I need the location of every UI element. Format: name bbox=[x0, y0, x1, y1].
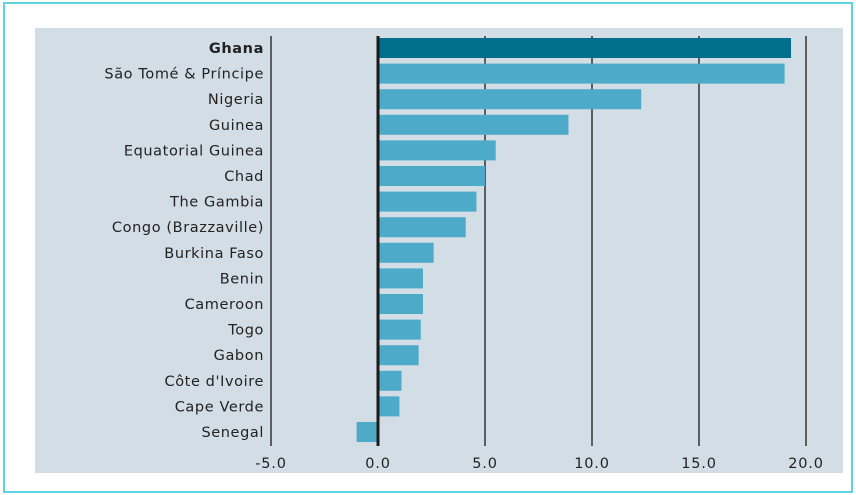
category-label: The Gambia bbox=[169, 195, 264, 211]
bar bbox=[378, 319, 421, 340]
category-label: Chad bbox=[224, 169, 264, 185]
category-label: Ghana bbox=[209, 41, 264, 57]
bar bbox=[378, 89, 642, 110]
x-tick-label: 15.0 bbox=[681, 456, 717, 472]
category-label: Nigeria bbox=[208, 92, 264, 108]
bar bbox=[378, 114, 569, 135]
bar bbox=[378, 166, 485, 186]
bars bbox=[356, 38, 792, 442]
bar bbox=[378, 345, 419, 366]
category-label: Cape Verde bbox=[175, 399, 264, 415]
x-tick-labels: -5.0 0.0 5.0 10.0 15.0 20.0 bbox=[255, 456, 824, 472]
category-label: Togo bbox=[227, 323, 264, 339]
bar bbox=[378, 63, 785, 84]
bar bbox=[378, 242, 434, 263]
bar bbox=[378, 268, 423, 289]
category-labels: Ghana São Tomé & Príncipe Nigeria Guinea Equ… bbox=[104, 41, 264, 441]
category-label: Burkina Faso bbox=[164, 246, 264, 262]
bar bbox=[378, 294, 423, 314]
category-label: São Tomé & Príncipe bbox=[104, 67, 264, 83]
x-tick-label: 5.0 bbox=[472, 456, 497, 472]
category-label: Benin bbox=[220, 271, 264, 287]
category-label: Côte d'Ivoire bbox=[164, 374, 264, 390]
bar bbox=[378, 370, 402, 391]
category-label: Guinea bbox=[209, 118, 264, 134]
bar bbox=[356, 422, 378, 442]
bar bbox=[378, 38, 792, 58]
x-tick-label: 20.0 bbox=[788, 456, 824, 472]
bar bbox=[378, 140, 496, 161]
category-label: Cameroon bbox=[185, 297, 264, 313]
category-label: Gabon bbox=[214, 348, 264, 364]
category-label: Congo (Brazzaville) bbox=[112, 220, 264, 236]
category-label: Equatorial Guinea bbox=[124, 143, 264, 159]
bar bbox=[378, 217, 466, 238]
x-tick-label: -5.0 bbox=[255, 456, 287, 472]
x-tick-label: 0.0 bbox=[365, 456, 390, 472]
x-tick-label: 10.0 bbox=[574, 456, 610, 472]
bar bbox=[378, 191, 477, 212]
bar bbox=[378, 396, 400, 417]
category-label: Senegal bbox=[201, 425, 264, 441]
